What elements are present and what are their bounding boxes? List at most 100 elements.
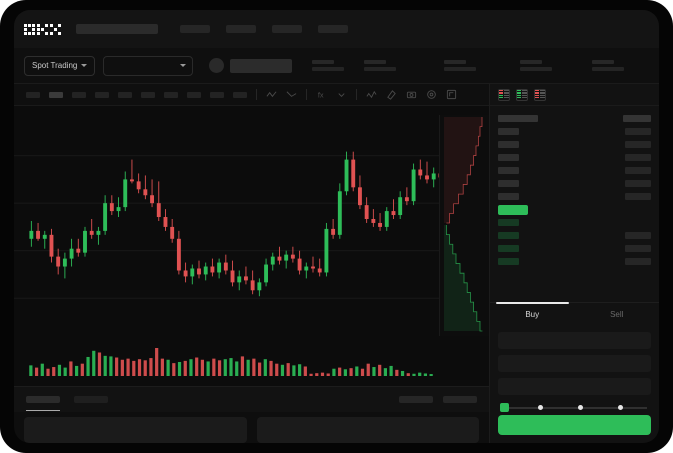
orderbook[interactable]	[490, 106, 659, 302]
search-input[interactable]	[76, 24, 158, 34]
order-panel: Buy Sell	[489, 84, 659, 443]
orderbook-both-icon[interactable]	[498, 88, 510, 101]
amount-input[interactable]	[498, 355, 651, 372]
toolbar-divider	[256, 89, 257, 100]
slider-mark-50[interactable]	[578, 404, 583, 410]
orderbook-ask-row[interactable]	[498, 125, 651, 138]
bid-price	[498, 232, 519, 239]
camera-icon[interactable]	[406, 89, 417, 100]
nav-item-4[interactable]	[318, 25, 348, 33]
orderbook-bid-row[interactable]	[498, 255, 651, 268]
bottom-card-2[interactable]	[256, 417, 479, 443]
bottom-cards	[14, 412, 489, 443]
ask-price	[498, 193, 519, 200]
chart-toolbar: fx	[14, 84, 489, 106]
tab-order-history[interactable]	[74, 396, 108, 403]
stat-value	[520, 67, 553, 71]
stat-label	[312, 60, 335, 64]
total-input[interactable]	[498, 378, 651, 395]
orderbook-asks-icon[interactable]	[534, 88, 546, 101]
orders-action-1[interactable]	[399, 396, 433, 403]
ticker-stat-4	[520, 60, 553, 71]
fullscreen-icon[interactable]	[446, 89, 457, 100]
chevron-down-icon	[180, 64, 187, 67]
orderbook-ask-row[interactable]	[498, 151, 651, 164]
tab-open-orders[interactable]	[26, 396, 60, 411]
orderbook-ask-row[interactable]	[498, 164, 651, 177]
orderbook-bid-row[interactable]	[498, 242, 651, 255]
nav-item-3[interactable]	[272, 25, 302, 33]
bid-amount	[625, 258, 651, 265]
orderbook-bids-icon[interactable]	[516, 88, 528, 101]
slider-handle[interactable]	[500, 403, 509, 412]
interval-button-3[interactable]	[72, 91, 86, 98]
mid-price-highlight	[498, 204, 528, 215]
line-tool-icon[interactable]	[266, 89, 277, 100]
chevron-down-icon[interactable]	[336, 89, 347, 100]
interval-button-6[interactable]	[141, 91, 155, 98]
interval-button-1[interactable]	[26, 91, 40, 98]
slider-track	[504, 407, 647, 409]
bid-price	[498, 245, 519, 252]
bid-price	[498, 258, 519, 265]
interval-button-7[interactable]	[164, 91, 178, 98]
nav-item-1[interactable]	[180, 25, 210, 33]
slider-mark-75[interactable]	[618, 404, 623, 410]
app-screen: Spot Trading	[14, 10, 659, 443]
orderbook-ask-row[interactable]	[498, 177, 651, 190]
column-header-price	[498, 115, 538, 122]
orderbook-bid-row[interactable]	[498, 216, 651, 229]
depth-chart-svg	[444, 117, 483, 332]
interval-button-9[interactable]	[210, 91, 224, 98]
app-header	[14, 10, 659, 48]
place-buy-order-button[interactable]	[498, 415, 651, 435]
ask-amount	[625, 128, 651, 135]
orderbook-ask-row[interactable]	[498, 138, 651, 151]
buy-sell-tabs: Buy Sell	[490, 302, 659, 326]
interval-button-5[interactable]	[118, 91, 132, 98]
eraser-icon[interactable]	[386, 89, 397, 100]
last-price-value	[230, 58, 293, 73]
bid-price	[498, 219, 519, 226]
orderbook-bid-row[interactable]	[498, 229, 651, 242]
interval-button-8[interactable]	[187, 91, 201, 98]
pair-select[interactable]	[103, 55, 194, 76]
bottom-card-1[interactable]	[24, 417, 247, 443]
interval-button-4[interactable]	[95, 91, 109, 98]
trading-mode-select[interactable]: Spot Trading	[24, 55, 96, 76]
interval-button-2[interactable]	[49, 91, 63, 98]
candlestick-svg	[14, 139, 489, 299]
orders-tabbar	[14, 386, 489, 412]
settings-icon[interactable]	[426, 89, 437, 100]
interval-button-10[interactable]	[233, 91, 247, 98]
text-tool-icon[interactable]: fx	[316, 89, 327, 100]
volume-svg	[29, 348, 433, 376]
price-chart[interactable]	[14, 106, 489, 337]
logo-letter-x	[50, 23, 61, 35]
price-input[interactable]	[498, 332, 651, 349]
ticker-bar: Spot Trading	[14, 48, 659, 84]
tab-buy[interactable]: Buy	[490, 302, 575, 326]
tab-sell[interactable]: Sell	[610, 310, 624, 319]
nav-item-2[interactable]	[226, 25, 256, 33]
ticker-stat-5	[592, 60, 625, 71]
orders-action-2[interactable]	[443, 396, 477, 403]
ticker-stat-3	[444, 60, 477, 71]
bid-amount	[625, 232, 651, 239]
percent-slider[interactable]	[500, 401, 649, 415]
ask-amount	[625, 193, 651, 200]
volume-chart	[14, 336, 489, 386]
orderbook-ask-row[interactable]	[498, 190, 651, 203]
orderbook-mode-toggles	[490, 84, 659, 106]
ask-amount	[625, 141, 651, 148]
logo-letter-k	[37, 23, 48, 35]
ask-amount	[625, 154, 651, 161]
trend-tool-icon[interactable]	[286, 89, 297, 100]
stat-label	[520, 60, 543, 64]
ticker-stat-1	[312, 60, 345, 71]
slider-mark-25[interactable]	[538, 404, 543, 410]
indicator-icon[interactable]	[366, 89, 377, 100]
chevron-down-icon	[81, 64, 88, 67]
okx-logo[interactable]	[24, 22, 66, 37]
